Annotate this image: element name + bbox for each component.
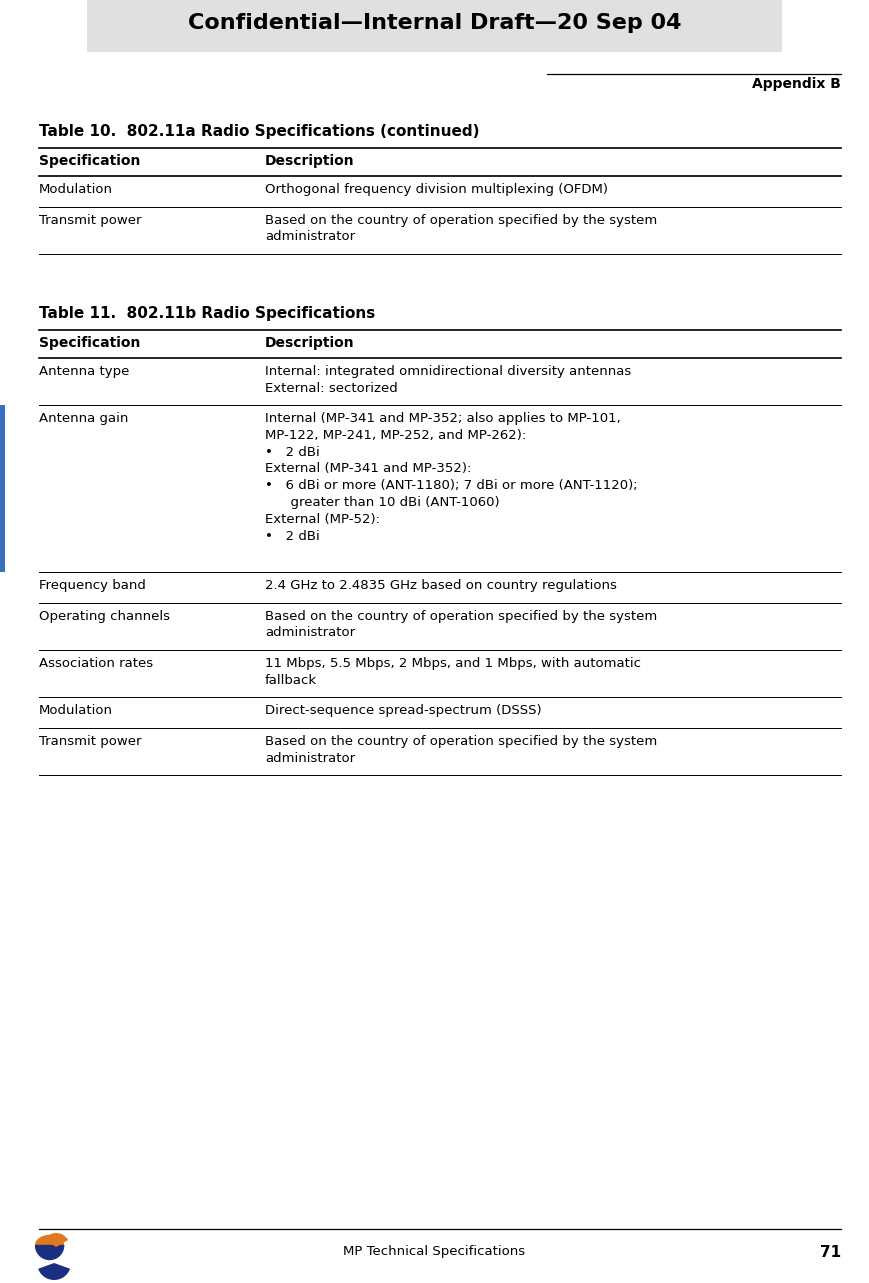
Text: Direct-sequence spread-spectrum (DSSS): Direct-sequence spread-spectrum (DSSS) (265, 704, 541, 717)
Text: Association rates: Association rates (39, 657, 153, 670)
Text: Based on the country of operation specified by the system
administrator: Based on the country of operation specif… (265, 214, 657, 244)
Text: 11 Mbps, 5.5 Mbps, 2 Mbps, and 1 Mbps, with automatic
fallback: 11 Mbps, 5.5 Mbps, 2 Mbps, and 1 Mbps, w… (265, 657, 641, 686)
Wedge shape (38, 1262, 70, 1280)
Text: Description: Description (265, 154, 355, 168)
Text: MP Technical Specifications: MP Technical Specifications (343, 1245, 526, 1259)
Text: Table 11.  802.11b Radio Specifications: Table 11. 802.11b Radio Specifications (39, 307, 375, 321)
Text: Appendix B: Appendix B (753, 77, 841, 91)
Text: Table 10.  802.11a Radio Specifications (continued): Table 10. 802.11a Radio Specifications (… (39, 124, 480, 139)
Text: Frequency band: Frequency band (39, 579, 146, 591)
Text: Based on the country of operation specified by the system
administrator: Based on the country of operation specif… (265, 609, 657, 639)
Text: Internal (MP-341 and MP-352; also applies to MP-101,
MP-122, MP-241, MP-252, and: Internal (MP-341 and MP-352; also applie… (265, 412, 638, 543)
Text: Modulation: Modulation (39, 183, 113, 196)
Text: 2.4 GHz to 2.4835 GHz based on country regulations: 2.4 GHz to 2.4835 GHz based on country r… (265, 579, 617, 591)
Text: Operating channels: Operating channels (39, 609, 170, 624)
FancyBboxPatch shape (0, 405, 5, 572)
Text: Specification: Specification (39, 154, 141, 168)
Text: Specification: Specification (39, 336, 141, 350)
Text: Description: Description (265, 336, 355, 350)
Text: Antenna gain: Antenna gain (39, 412, 129, 425)
Text: Based on the country of operation specified by the system
administrator: Based on the country of operation specif… (265, 735, 657, 765)
Text: Antenna type: Antenna type (39, 364, 129, 378)
Text: Transmit power: Transmit power (39, 735, 142, 748)
Text: Modulation: Modulation (39, 704, 113, 717)
FancyBboxPatch shape (87, 0, 782, 53)
Wedge shape (44, 1233, 69, 1247)
Text: Internal: integrated omnidirectional diversity antennas
External: sectorized: Internal: integrated omnidirectional div… (265, 364, 631, 394)
Text: Confidential—Internal Draft—20 Sep 04: Confidential—Internal Draft—20 Sep 04 (188, 13, 681, 33)
Text: Transmit power: Transmit power (39, 214, 142, 227)
Text: Orthogonal frequency division multiplexing (OFDM): Orthogonal frequency division multiplexi… (265, 183, 608, 196)
Text: 71: 71 (820, 1245, 841, 1260)
